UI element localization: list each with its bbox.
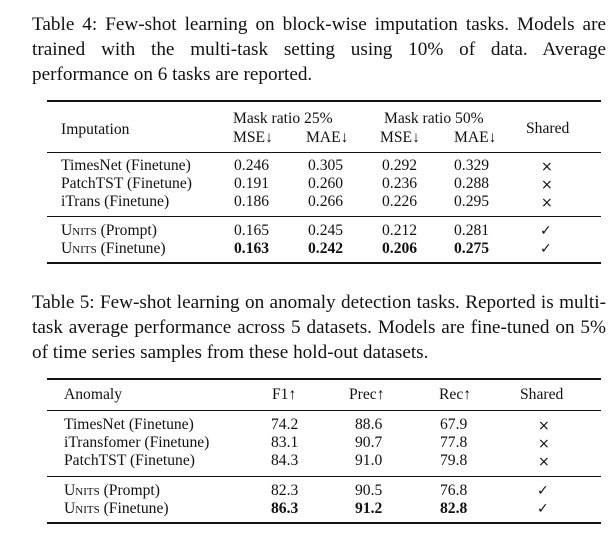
table4-cell: 0.236: [382, 175, 418, 192]
table5-prec-header: Prec↑: [349, 386, 385, 403]
table4-cell: 0.165: [234, 222, 270, 239]
table5-model: iTransfomer (Finetune): [64, 434, 210, 451]
table4-cell: 0.186: [234, 193, 270, 210]
table5-cell: 82.3: [271, 482, 299, 499]
table5-cell: 82.8: [440, 500, 468, 517]
table4-group1-header: Mask ratio 25%: [233, 110, 333, 127]
table5-top-rule: [47, 378, 601, 380]
table5-cell: 79.8: [440, 452, 468, 469]
table4-cell: 0.206: [382, 240, 418, 257]
table5-cell: 90.5: [355, 482, 383, 499]
checkmark-icon: ✓: [540, 223, 552, 239]
table4-cell: 0.246: [234, 157, 270, 174]
table4-cell: 0.288: [454, 175, 490, 192]
table4-shared-header: Shared: [526, 120, 570, 137]
checkmark-icon: ✓: [540, 241, 552, 257]
cross-icon: ×: [538, 436, 550, 452]
table5-cell: 90.7: [355, 434, 383, 451]
table4-group2-header: Mask ratio 50%: [384, 110, 484, 127]
table5-cell: 91.2: [355, 500, 383, 517]
cross-icon: ×: [538, 418, 550, 434]
table4-model: Units (Finetune): [61, 240, 166, 257]
table5-header-rule: [47, 410, 601, 411]
table4-cell: 0.275: [454, 240, 490, 257]
table5-cell: 83.1: [271, 434, 299, 451]
table4-caption: Table 4: Few-shot learning on block-wise…: [32, 14, 606, 85]
table5-bottom-rule: [47, 522, 601, 524]
table5-model: PatchTST (Finetune): [64, 452, 195, 469]
table5-f1-header: F1↑: [272, 386, 297, 403]
table4-mse-header: MSE↓: [233, 129, 273, 146]
checkmark-icon: ✓: [537, 483, 549, 499]
table4-header-rule: [47, 152, 601, 153]
table4-mae-header: MAE↓: [454, 129, 497, 146]
table5-cell: 76.8: [440, 482, 468, 499]
table4-cell: 0.305: [308, 157, 344, 174]
table4-cell: 0.295: [454, 193, 490, 210]
table4-model: Units (Prompt): [61, 222, 157, 239]
table4-cell: 0.266: [308, 193, 344, 210]
table4-mid-rule: [47, 216, 601, 217]
table5-rec-header: Rec↑: [439, 386, 472, 403]
table5-mid-rule: [47, 476, 601, 477]
checkmark-icon: ✓: [537, 501, 549, 517]
table5-model: Units (Prompt): [64, 482, 160, 499]
table4-row-label-header: Imputation: [61, 121, 130, 138]
table4-cell: 0.329: [454, 157, 490, 174]
table4-cell: 0.191: [234, 175, 270, 192]
table5-cell: 67.9: [440, 416, 468, 433]
table4-model: PatchTST (Finetune): [61, 175, 192, 192]
table4-cell: 0.242: [308, 240, 344, 257]
table5-caption: Table 5: Few-shot learning on anomaly de…: [32, 292, 606, 363]
table4-cell: 0.163: [234, 240, 270, 257]
table4-cell: 0.212: [382, 222, 418, 239]
table4-cell: 0.292: [382, 157, 418, 174]
table5-cell: 91.0: [355, 452, 383, 469]
table4-mae-header: MAE↓: [306, 129, 349, 146]
table4-model: iTrans (Finetune): [61, 193, 170, 210]
table4-mse-header: MSE↓: [380, 129, 420, 146]
cross-icon: ×: [541, 195, 553, 211]
cross-icon: ×: [538, 454, 550, 470]
table4-bottom-rule: [47, 262, 601, 264]
table5-model: TimesNet (Finetune): [64, 416, 194, 433]
cross-icon: ×: [541, 159, 553, 175]
table5-model: Units (Finetune): [64, 500, 169, 517]
table4-cell: 0.260: [308, 175, 344, 192]
table4-cell: 0.245: [308, 222, 344, 239]
table5-cell: 84.3: [271, 452, 299, 469]
table4-cell: 0.226: [382, 193, 418, 210]
table5-cell: 88.6: [355, 416, 383, 433]
table4-model: TimesNet (Finetune): [61, 157, 191, 174]
table4-top-rule: [47, 100, 601, 102]
cross-icon: ×: [541, 177, 553, 193]
table5-cell: 77.8: [440, 434, 468, 451]
table5-cell: 74.2: [271, 416, 299, 433]
table5-shared-header: Shared: [520, 386, 564, 403]
table5-cell: 86.3: [271, 500, 299, 517]
table4-cell: 0.281: [454, 222, 490, 239]
table5-row-label-header: Anomaly: [64, 386, 123, 403]
